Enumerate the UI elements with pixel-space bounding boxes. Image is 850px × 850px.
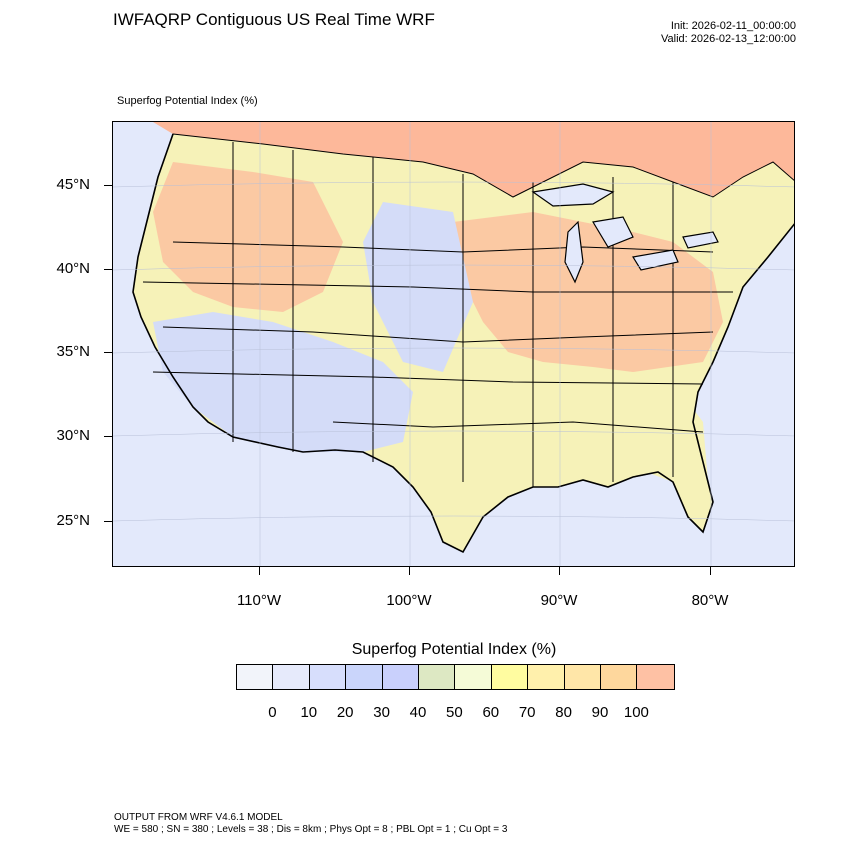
chart-title: IWFAQRP Contiguous US Real Time WRF xyxy=(113,10,435,29)
coastline xyxy=(132,133,794,554)
colorbar-label: 70 xyxy=(518,704,536,721)
lon-tick-110w xyxy=(259,567,260,575)
high-index-west xyxy=(153,162,343,312)
lat-label-40n: 40°N xyxy=(56,260,90,277)
colorbar-label: 60 xyxy=(482,704,500,721)
colorbar-label: 10 xyxy=(300,704,318,721)
colorbar-box xyxy=(382,665,419,689)
lat-tick-35n xyxy=(104,352,112,353)
model-info: OUTPUT FROM WRF V4.6.1 MODEL xyxy=(114,812,283,823)
lat-label-25n: 25°N xyxy=(56,512,90,529)
colorbar-label: 20 xyxy=(336,704,354,721)
colorbar-label: 100 xyxy=(623,704,649,721)
great-lakes xyxy=(531,183,719,284)
mid-index-southeast xyxy=(533,372,708,482)
map-panel xyxy=(112,121,795,567)
lat-lon-gridlines xyxy=(113,122,794,566)
lon-tick-100w xyxy=(409,567,410,575)
lon-label-100w: 100°W xyxy=(386,592,432,609)
colorbar-box xyxy=(346,665,383,689)
lat-tick-30n xyxy=(104,436,112,437)
lon-tick-90w xyxy=(559,567,560,575)
lat-label-30n: 30°N xyxy=(56,427,90,444)
lon-tick-80w xyxy=(710,567,711,575)
colorbar-label: 40 xyxy=(409,704,427,721)
init-time: Init: 2026-02-11_00:00:00 xyxy=(670,20,796,32)
lat-tick-45n xyxy=(104,185,112,186)
lat-label-45n: 45°N xyxy=(56,176,90,193)
map-svg xyxy=(113,122,794,566)
colorbar-box xyxy=(600,665,638,689)
colorbar-title: Superfog Potential Index (%) xyxy=(351,641,557,658)
colorbar-label: 80 xyxy=(555,704,572,721)
colorbar-box xyxy=(418,665,456,689)
canada-region xyxy=(153,122,794,197)
lat-label-35n: 35°N xyxy=(56,343,90,360)
valid-time: Valid: 2026-02-13_12:00:00 xyxy=(661,33,796,45)
lat-tick-40n xyxy=(104,269,112,270)
colorbar-label: 50 xyxy=(446,704,463,721)
colorbar-label: 90 xyxy=(591,704,609,721)
map-subtitle: Superfog Potential Index (%) xyxy=(117,95,258,107)
low-index-southwest xyxy=(153,312,413,452)
model-settings: WE = 580 ; SN = 380 ; Levels = 38 ; Dis … xyxy=(114,824,508,835)
colorbar-box xyxy=(237,665,274,689)
colorbar-label: 30 xyxy=(373,704,390,721)
colorbar-box xyxy=(564,665,601,689)
lon-label-90w: 90°W xyxy=(540,592,578,609)
colorbar-box xyxy=(637,665,674,689)
colorbar-box xyxy=(273,665,310,689)
colorbar-box xyxy=(455,665,492,689)
colorbar xyxy=(236,664,675,690)
colorbar-box xyxy=(309,665,347,689)
lon-label-80w: 80°W xyxy=(691,592,729,609)
lat-tick-25n xyxy=(104,521,112,522)
lon-label-110w: 110°W xyxy=(236,592,282,609)
colorbar-box xyxy=(491,665,529,689)
colorbar-label: 0 xyxy=(268,704,277,721)
colorbar-box xyxy=(528,665,565,689)
